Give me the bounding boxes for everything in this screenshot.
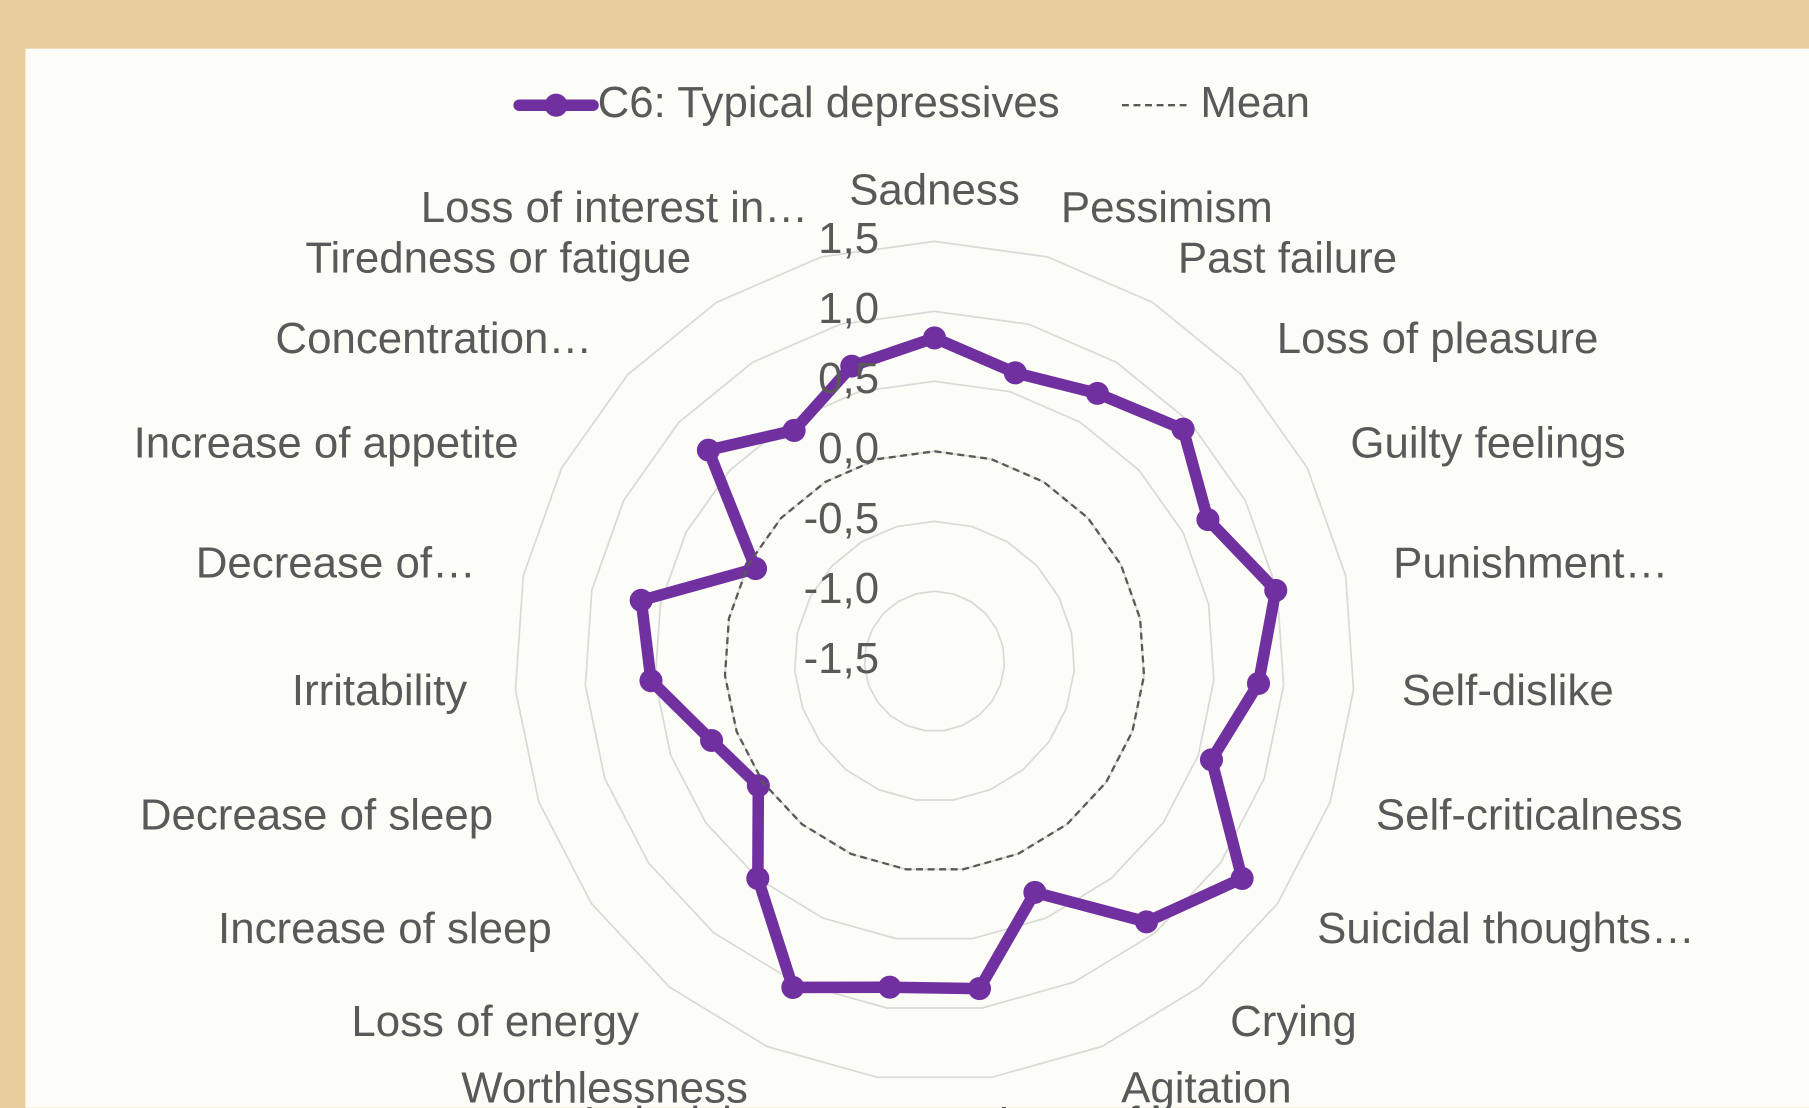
category-label: Worthlessness: [461, 1063, 748, 1108]
y-tick-label: -1,5: [804, 634, 880, 683]
category-label: Pessimism: [1061, 183, 1273, 232]
data-point: [1134, 910, 1159, 934]
category-label: Loss of interest in…: [421, 183, 808, 232]
y-tick-label: -0,5: [804, 494, 880, 543]
grid-ring: [584, 310, 1285, 1009]
category-label: Increase of sleep: [218, 904, 552, 953]
category-label: Past failure: [1178, 234, 1397, 283]
series-group: [629, 326, 1288, 1001]
data-point: [967, 977, 992, 1001]
data-point: [746, 866, 770, 891]
legend-label: C6: Typical depressives: [598, 78, 1060, 127]
legend-marker: [544, 93, 568, 117]
category-label: Loss of pleasure: [1277, 314, 1599, 363]
category-label: Self-criticalness: [1376, 791, 1683, 840]
data-point: [1230, 866, 1254, 890]
y-tick-label: -1,0: [804, 564, 880, 613]
data-point: [1171, 417, 1195, 441]
y-tick-label: 0,0: [818, 424, 879, 473]
data-point: [696, 438, 720, 462]
category-label: Loss of interest: [998, 1098, 1295, 1108]
data-point: [743, 557, 768, 581]
category-label: Crying: [1230, 997, 1357, 1046]
category-label: Indecisiveness: [583, 1098, 870, 1108]
data-point: [700, 728, 724, 753]
data-point: [1196, 508, 1220, 532]
category-label: Agitation: [1121, 1063, 1292, 1108]
series-line: [635, 332, 1282, 995]
data-point: [782, 418, 806, 442]
y-tick-label: 0,5: [818, 354, 879, 403]
category-label: Tiredness or fatigue: [305, 234, 691, 283]
grid-ring: [654, 380, 1215, 940]
y-tick-label: 1,5: [818, 214, 879, 263]
plot-panel: [25, 48, 1809, 1108]
grid-ring: [793, 520, 1076, 801]
category-label: Suicidal thoughts…: [1317, 904, 1695, 953]
data-point: [629, 588, 653, 612]
category-label: Decrease of…: [196, 539, 476, 588]
data-point: [781, 975, 805, 999]
category-label: Punishment…: [1393, 539, 1668, 588]
category-label: Sadness: [849, 165, 1020, 214]
legend-label: Mean: [1200, 78, 1310, 127]
data-point: [1246, 671, 1271, 695]
category-label: Loss of energy: [351, 997, 639, 1046]
data-point: [922, 326, 947, 350]
category-label: Decrease of sleep: [140, 791, 493, 840]
series-line: [723, 450, 1146, 871]
data-point: [639, 669, 663, 693]
category-label: Guilty feelings: [1350, 418, 1625, 467]
data-point: [1003, 361, 1027, 385]
data-point: [1264, 578, 1288, 602]
data-point: [1085, 381, 1109, 405]
data-point: [1023, 880, 1047, 904]
grid-ring: [863, 590, 1006, 732]
grid-ring: [514, 240, 1355, 1079]
y-tick-label: 1,0: [818, 284, 879, 333]
data-point: [1199, 748, 1224, 772]
data-point: [746, 774, 770, 798]
category-label: Increase of appetite: [134, 418, 519, 467]
data-point: [878, 975, 902, 999]
data-point: [840, 354, 864, 378]
category-label: Concentration…: [275, 314, 592, 363]
category-label: Irritability: [292, 666, 467, 715]
category-label: Self-dislike: [1402, 666, 1614, 715]
